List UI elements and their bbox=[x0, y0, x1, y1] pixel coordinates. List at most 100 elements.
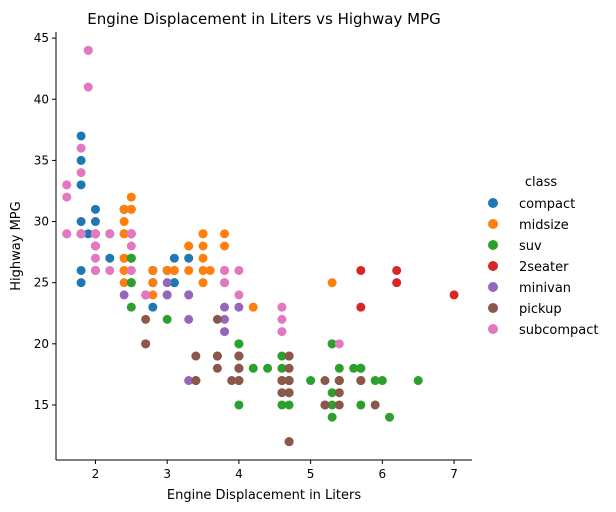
data-point-minivan bbox=[184, 314, 194, 324]
data-point-suv bbox=[277, 400, 287, 410]
data-point-compact bbox=[90, 217, 100, 227]
data-point-midsize bbox=[126, 192, 136, 202]
legend-label-suv: suv bbox=[519, 239, 542, 254]
data-point-midsize bbox=[198, 241, 208, 251]
data-point-midsize bbox=[119, 253, 129, 263]
data-point-compact bbox=[76, 265, 86, 275]
data-point-pickup bbox=[141, 314, 151, 324]
x-tick-label: 6 bbox=[379, 467, 387, 481]
legend-label-subcompact: subcompact bbox=[519, 323, 599, 338]
y-tick-label: 20 bbox=[34, 337, 49, 351]
data-point-minivan bbox=[184, 376, 194, 386]
data-point-suv bbox=[377, 376, 387, 386]
chart-title: Engine Displacement in Liters vs Highway… bbox=[87, 10, 441, 28]
legend-marker-pickup bbox=[488, 303, 498, 313]
legend-label-midsize: midsize bbox=[519, 218, 569, 233]
data-point-suv bbox=[162, 314, 172, 324]
data-point-2seater bbox=[449, 290, 459, 300]
data-point-midsize bbox=[198, 253, 208, 263]
data-point-suv bbox=[126, 278, 136, 288]
data-point-subcompact bbox=[334, 339, 344, 349]
legend-label-minivan: minivan bbox=[519, 281, 571, 296]
data-point-pickup bbox=[212, 363, 222, 373]
data-point-2seater bbox=[356, 265, 366, 275]
x-ticks: 2 3 4 5 6 7 bbox=[92, 460, 458, 481]
data-point-subcompact bbox=[76, 229, 86, 239]
legend-marker-2seater bbox=[488, 261, 498, 271]
data-point-compact bbox=[76, 155, 86, 165]
data-point-compact bbox=[169, 278, 179, 288]
data-point-suv bbox=[234, 400, 244, 410]
data-point-suv bbox=[284, 400, 294, 410]
data-point-pickup bbox=[212, 314, 222, 324]
axes bbox=[55, 32, 472, 461]
y-tick-label: 40 bbox=[34, 92, 49, 106]
data-point-pickup bbox=[334, 400, 344, 410]
legend-label-compact: compact bbox=[519, 197, 575, 212]
data-point-subcompact bbox=[141, 290, 151, 300]
data-point-pickup bbox=[212, 351, 222, 361]
data-point-compact bbox=[184, 253, 194, 263]
data-point-midsize bbox=[198, 278, 208, 288]
data-point-midsize bbox=[205, 265, 215, 275]
data-point-compact bbox=[76, 180, 86, 190]
data-point-midsize bbox=[220, 241, 230, 251]
data-point-pickup bbox=[356, 376, 366, 386]
y-tick-label: 15 bbox=[34, 398, 49, 412]
data-points bbox=[62, 45, 459, 447]
data-point-suv bbox=[263, 363, 273, 373]
legend-title: class bbox=[525, 175, 557, 190]
data-point-compact bbox=[105, 253, 115, 263]
data-point-compact bbox=[169, 253, 179, 263]
data-point-suv bbox=[248, 363, 258, 373]
data-point-subcompact bbox=[277, 314, 287, 324]
data-point-pickup bbox=[277, 388, 287, 398]
x-tick-label: 4 bbox=[235, 467, 243, 481]
y-ticks: 15 20 25 30 35 40 45 bbox=[34, 31, 56, 412]
data-point-2seater bbox=[392, 278, 402, 288]
data-point-midsize bbox=[119, 204, 129, 214]
data-point-suv bbox=[327, 412, 337, 422]
data-point-suv bbox=[234, 339, 244, 349]
data-point-subcompact bbox=[277, 302, 287, 312]
legend-marker-compact bbox=[488, 198, 498, 208]
data-point-pickup bbox=[284, 363, 294, 373]
y-tick-label: 35 bbox=[34, 153, 49, 167]
data-point-midsize bbox=[198, 265, 208, 275]
data-point-midsize bbox=[184, 265, 194, 275]
data-point-midsize bbox=[126, 204, 136, 214]
data-point-suv bbox=[356, 363, 366, 373]
data-point-pickup bbox=[191, 351, 201, 361]
data-point-suv bbox=[385, 412, 395, 422]
data-point-pickup bbox=[227, 376, 237, 386]
data-point-compact bbox=[83, 229, 93, 239]
data-point-subcompact bbox=[220, 278, 230, 288]
data-point-suv bbox=[327, 400, 337, 410]
data-point-pickup bbox=[284, 376, 294, 386]
data-point-subcompact bbox=[62, 192, 72, 202]
data-point-compact bbox=[76, 217, 86, 227]
data-point-minivan bbox=[162, 278, 172, 288]
data-point-midsize bbox=[184, 241, 194, 251]
data-point-midsize bbox=[119, 278, 129, 288]
data-point-compact bbox=[76, 131, 86, 141]
data-point-pickup bbox=[284, 437, 294, 447]
data-point-subcompact bbox=[105, 265, 115, 275]
data-point-pickup bbox=[284, 388, 294, 398]
data-point-pickup bbox=[334, 388, 344, 398]
data-point-suv bbox=[413, 376, 423, 386]
data-point-pickup bbox=[141, 339, 151, 349]
data-point-subcompact bbox=[62, 180, 72, 190]
data-point-midsize bbox=[119, 217, 129, 227]
data-point-subcompact bbox=[83, 82, 93, 92]
data-point-pickup bbox=[234, 351, 244, 361]
data-point-subcompact bbox=[90, 253, 100, 263]
data-point-subcompact bbox=[76, 143, 86, 153]
x-tick-label: 2 bbox=[92, 467, 100, 481]
data-point-suv bbox=[334, 363, 344, 373]
data-point-subcompact bbox=[277, 327, 287, 337]
data-point-midsize bbox=[169, 265, 179, 275]
data-point-midsize bbox=[162, 265, 172, 275]
data-point-pickup bbox=[277, 376, 287, 386]
data-point-compact bbox=[76, 278, 86, 288]
